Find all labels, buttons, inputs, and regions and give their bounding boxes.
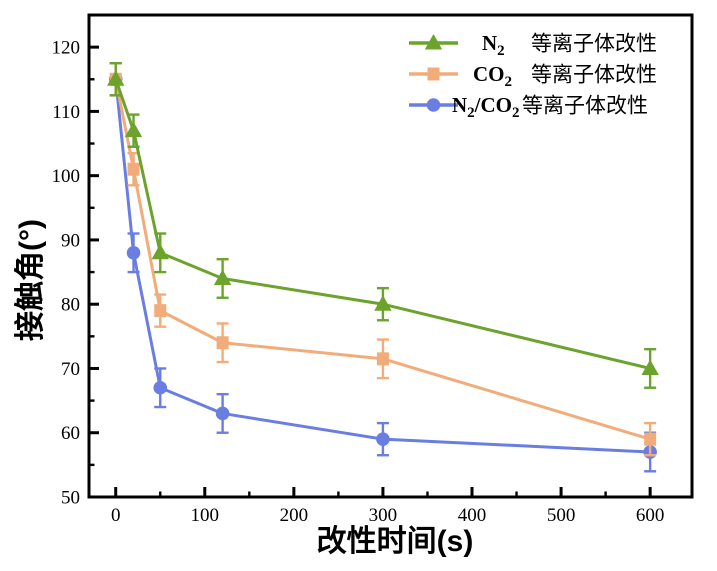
series-CO2: [109, 62, 657, 457]
data-point-marker: [124, 121, 143, 138]
y-tick-label: 50: [61, 488, 80, 509]
data-point-marker: [216, 336, 229, 350]
legend-formula: N2/CO2: [452, 93, 520, 121]
x-tick-label: 300: [369, 505, 398, 526]
legend-label: 等离子体改性: [531, 33, 657, 56]
data-point-marker: [374, 295, 392, 311]
x-axis-title: 改性时间(s): [317, 525, 474, 558]
legend-row: N2/CO2 等离子体改性: [409, 93, 648, 121]
y-axis-title: 接触角(°): [14, 219, 47, 341]
data-point-marker: [126, 245, 141, 260]
data-point-marker: [153, 380, 168, 395]
x-tick-label: 200: [280, 505, 309, 526]
legend-formula: N2: [482, 31, 505, 59]
data-point-marker: [154, 304, 167, 318]
data-point-marker: [376, 352, 389, 366]
legend-marker: [427, 67, 440, 81]
legend-label: 等离子体改性: [531, 64, 657, 87]
series-N2CO2: [108, 62, 657, 473]
series-N2: [107, 62, 659, 389]
legend-marker: [426, 98, 441, 112]
y-tick-label: 100: [52, 166, 81, 187]
data-point-marker: [127, 162, 140, 176]
legend-row: CO2 等离子体改性: [409, 62, 657, 90]
legend-formula: CO2: [473, 62, 512, 90]
data-point-marker: [107, 70, 125, 86]
y-tick-label: 60: [61, 423, 80, 444]
y-tick-label: 70: [61, 359, 80, 380]
legend-row: N2 等离子体改性: [409, 31, 657, 59]
plot-frame: [87, 13, 694, 499]
y-tick-label: 120: [52, 38, 81, 59]
data-point-marker: [376, 432, 390, 446]
y-tick-label: 110: [52, 102, 80, 123]
data-point-marker: [641, 359, 659, 375]
series-line: [114, 77, 652, 441]
x-tick-label: 400: [458, 505, 487, 526]
legend-label: 等离子体改性: [522, 95, 648, 118]
legend-marker: [424, 34, 443, 50]
y-tick-label: 80: [61, 295, 80, 316]
tick-labels: 50 60 70 80 90 100 110 120 0 100 200 300 400 500 600: [52, 38, 665, 526]
x-tick-label: 600: [636, 505, 665, 526]
series-line: [114, 77, 652, 454]
data-point-marker: [213, 269, 232, 285]
y-tick-label: 90: [61, 230, 80, 251]
data-point-marker: [644, 432, 657, 446]
x-tick-label: 500: [547, 505, 576, 526]
data-point-marker: [151, 243, 169, 260]
data-point-marker: [215, 406, 230, 421]
x-tick-label: 100: [191, 505, 220, 526]
series-line: [114, 77, 652, 370]
x-tick-label: 0: [111, 505, 121, 526]
